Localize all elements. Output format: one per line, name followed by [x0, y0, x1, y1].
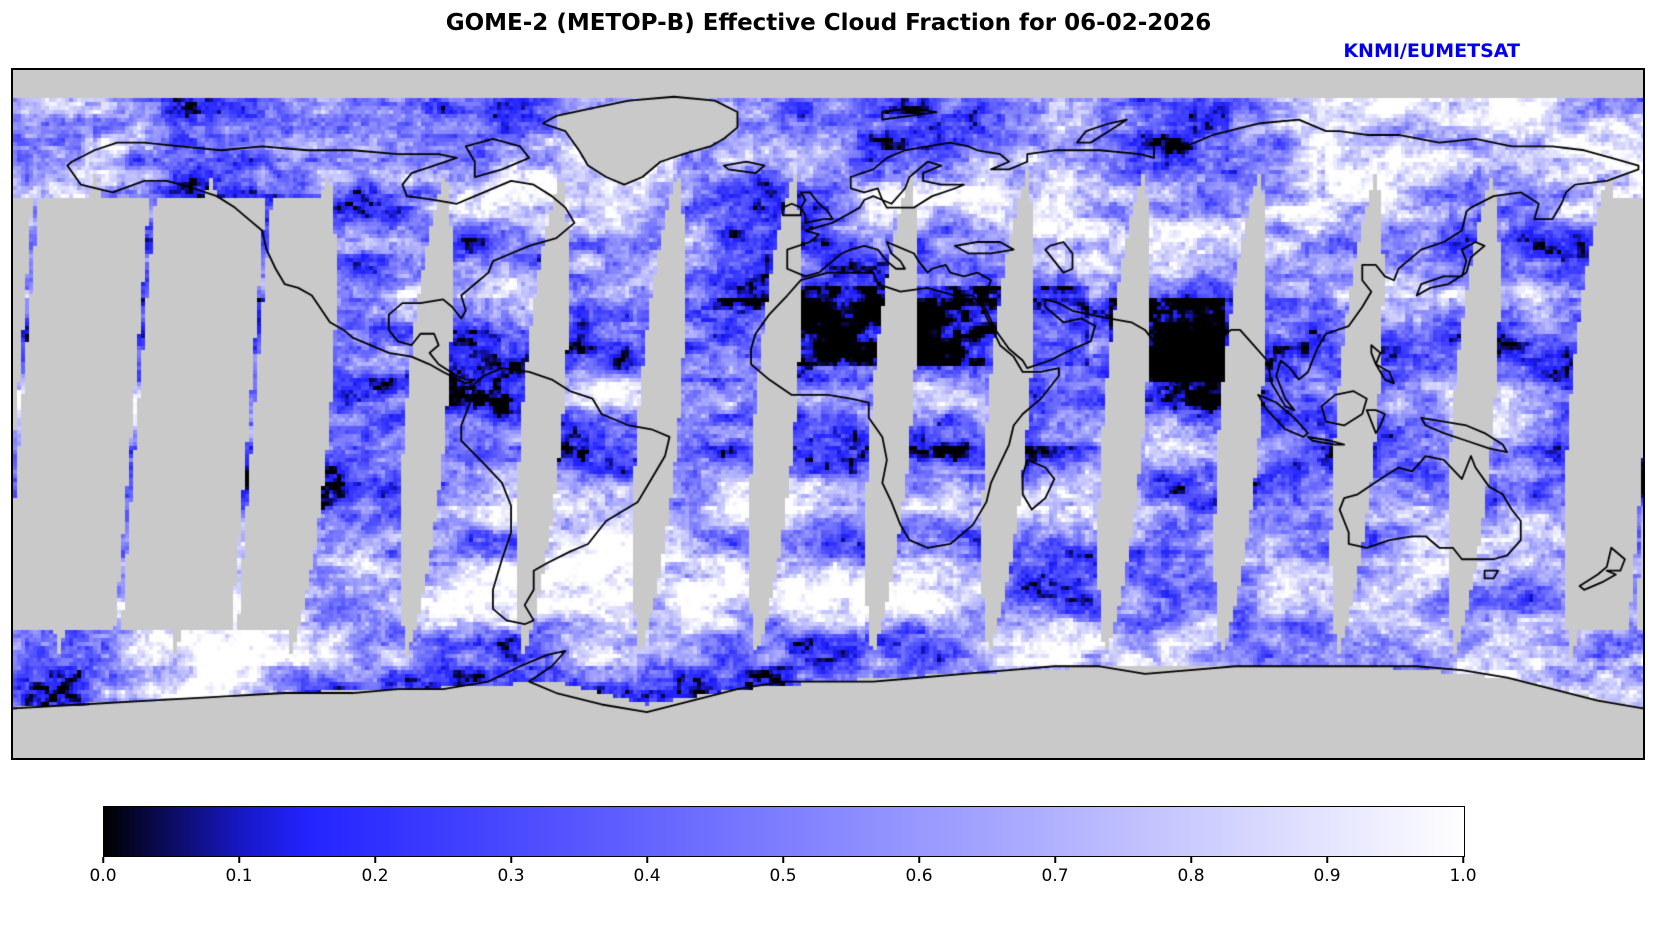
colorbar-gradient [104, 807, 1464, 856]
map-frame [11, 68, 1645, 760]
colorbar-tick [1326, 857, 1328, 863]
colorbar [103, 806, 1465, 857]
attribution-label: KNMI/EUMETSAT [1343, 40, 1520, 62]
colorbar-tick [782, 857, 784, 863]
colorbar-tick [918, 857, 920, 863]
colorbar-tick [1190, 857, 1192, 863]
colorbar-tick [646, 857, 648, 863]
colorbar-tick-label: 0.2 [361, 866, 389, 886]
colorbar-tick-label: 0.3 [497, 866, 525, 886]
colorbar-tick-label: 0.1 [225, 866, 253, 886]
colorbar-tick-label: 0.7 [1041, 866, 1069, 886]
colorbar-tick [102, 857, 104, 863]
colorbar-tick-label: 0.0 [89, 866, 117, 886]
colorbar-tick-label: 1.0 [1449, 866, 1477, 886]
colorbar-tick-label: 0.9 [1313, 866, 1341, 886]
colorbar-tick-label: 0.4 [633, 866, 661, 886]
colorbar-tick [1462, 857, 1464, 863]
map-canvas [13, 70, 1643, 758]
colorbar-tick-label: 0.8 [1177, 866, 1205, 886]
colorbar-tick [510, 857, 512, 863]
colorbar-ticks: 0.0 0.1 0.2 0.3 0.4 0.5 0.6 0.7 0.8 0.9 1.0 [89, 857, 1477, 897]
colorbar-tick-label: 0.6 [905, 866, 933, 886]
colorbar-tick-label: 0.5 [769, 866, 797, 886]
colorbar-tick [1054, 857, 1056, 863]
colorbar-tick [238, 857, 240, 863]
colorbar-tick [374, 857, 376, 863]
page-title: GOME-2 (METOP-B) Effective Cloud Fractio… [445, 10, 1212, 36]
